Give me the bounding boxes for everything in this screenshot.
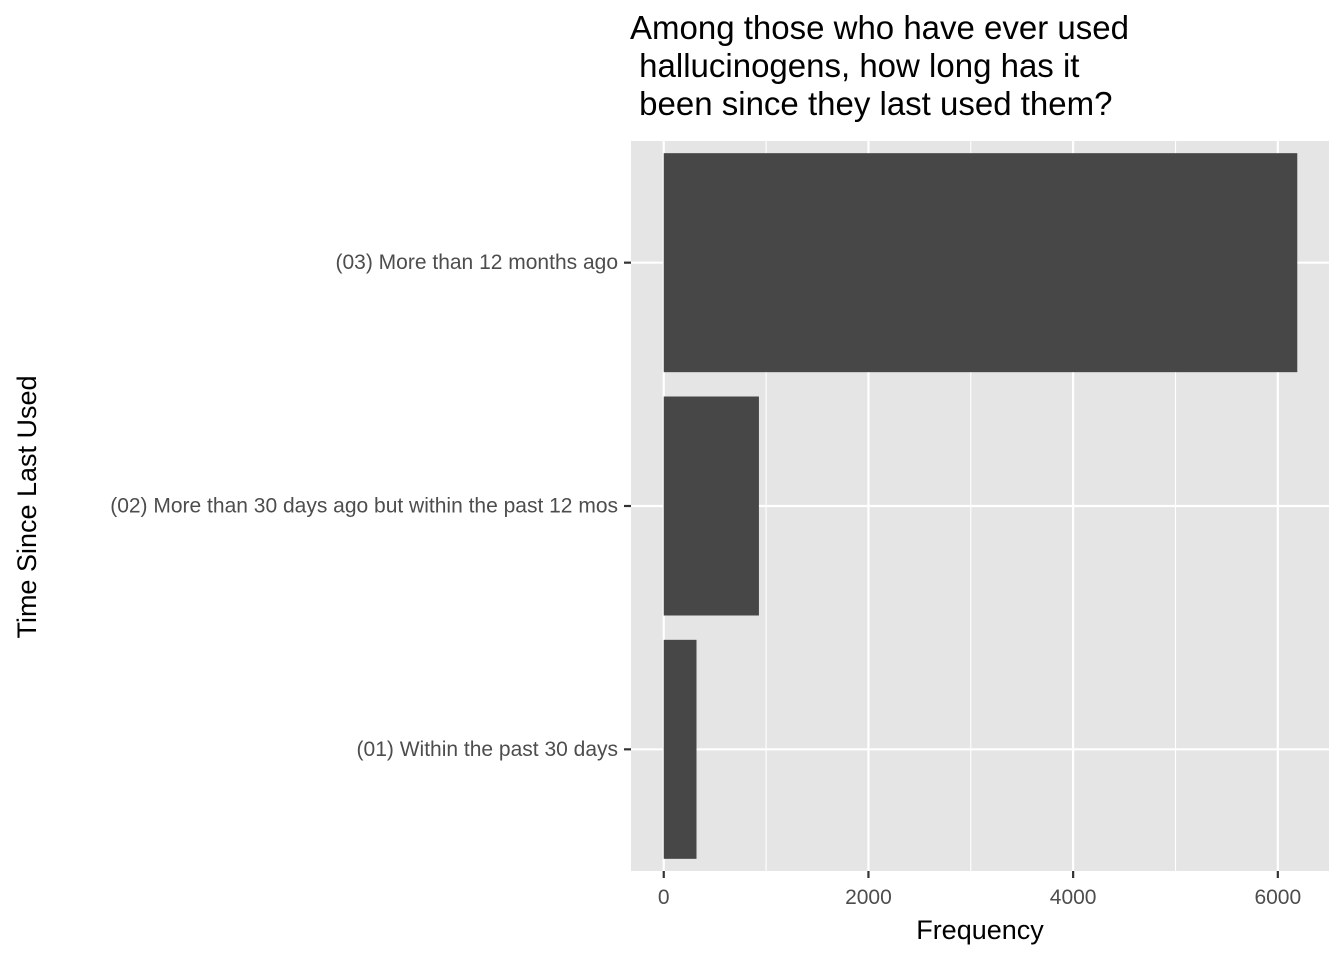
bar-1 [663, 639, 697, 859]
y-tick-label-1: (01) Within the past 30 days [357, 738, 618, 761]
y-tick-label-2: (02) More than 30 days ago but within th… [110, 495, 618, 518]
chart-title-line-3: been since they last used them? [630, 85, 1112, 122]
x-tick-label-6000: 6000 [1254, 886, 1301, 909]
y-axis: (01) Within the past 30 days (02) More th… [110, 251, 631, 761]
x-axis: 0 2000 4000 6000 [658, 871, 1301, 909]
x-axis-title: Frequency [916, 915, 1044, 945]
bars [663, 153, 1298, 859]
x-tick-label-0: 0 [658, 886, 670, 909]
y-tick-label-3: (03) More than 12 months ago [336, 251, 619, 274]
chart-title-line-2: hallucinogens, how long has it [630, 47, 1079, 84]
x-tick-label-4000: 4000 [1050, 886, 1097, 909]
x-tick-label-2000: 2000 [845, 886, 892, 909]
bar-2 [663, 396, 759, 616]
bar-3 [663, 153, 1298, 373]
chart-title-line-1: Among those who have ever used [630, 9, 1129, 46]
chart-title: Among those who have ever used hallucino… [630, 9, 1138, 122]
y-axis-title: Time Since Last Used [12, 375, 42, 638]
